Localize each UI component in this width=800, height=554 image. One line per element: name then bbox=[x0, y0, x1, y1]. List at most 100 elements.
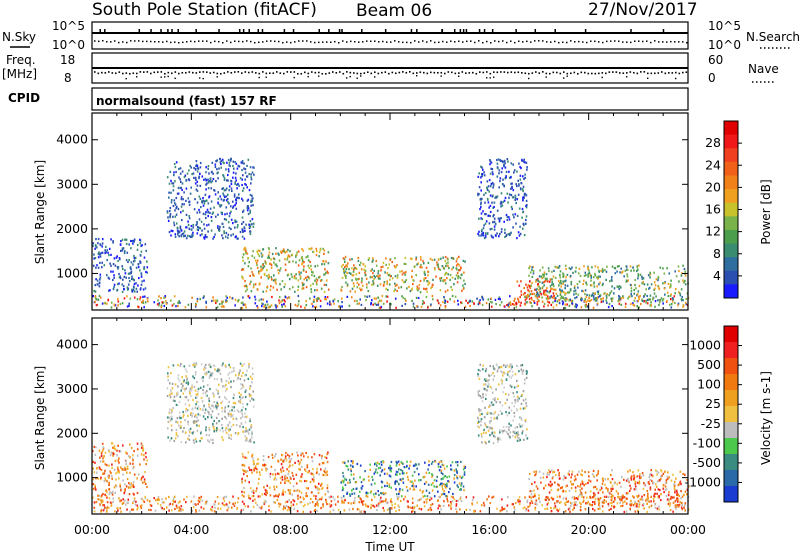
velocity-cell bbox=[506, 510, 508, 513]
velocity-cell bbox=[457, 499, 459, 502]
power-cell bbox=[480, 234, 482, 237]
power-cell bbox=[179, 178, 181, 181]
power-cell bbox=[284, 296, 287, 299]
power-cell bbox=[333, 302, 335, 305]
velocity-cell bbox=[450, 505, 452, 508]
power-cell bbox=[275, 263, 278, 266]
velocity-cell bbox=[106, 491, 108, 494]
velocity-cell bbox=[132, 459, 134, 462]
velocity-cell bbox=[111, 442, 114, 445]
power-cell bbox=[473, 302, 475, 305]
power-cell bbox=[146, 266, 149, 269]
power-cell bbox=[320, 279, 323, 282]
velocity-cell bbox=[94, 484, 96, 487]
power-cell bbox=[197, 167, 200, 170]
power-cell bbox=[184, 234, 186, 237]
power-cell bbox=[646, 294, 648, 298]
power-cell bbox=[590, 284, 593, 287]
power-cell bbox=[139, 242, 142, 245]
power-cell bbox=[502, 161, 504, 164]
power-cell bbox=[491, 227, 493, 230]
power-cell bbox=[209, 207, 212, 210]
velocity-cell bbox=[669, 497, 672, 501]
velocity-cell bbox=[324, 474, 326, 477]
nave-dot-low bbox=[346, 77, 348, 79]
power-cell bbox=[95, 297, 97, 301]
power-cell bbox=[198, 211, 201, 214]
velocity-cell bbox=[480, 504, 483, 507]
power-cell bbox=[99, 278, 101, 281]
velocity-cell bbox=[286, 468, 288, 471]
velocity-cell bbox=[541, 504, 543, 507]
power-cell bbox=[243, 227, 246, 230]
power-cell bbox=[608, 294, 610, 297]
velocity-cell bbox=[310, 497, 312, 501]
velocity-cell bbox=[648, 506, 651, 509]
power-cell bbox=[273, 274, 275, 277]
nsearch-dot bbox=[242, 40, 244, 43]
velocity-cell bbox=[262, 455, 265, 458]
velocity-cell bbox=[460, 476, 463, 480]
nsearch-dot bbox=[554, 40, 556, 43]
power-cell bbox=[140, 287, 142, 290]
power-cell bbox=[270, 276, 273, 279]
power-cell bbox=[192, 231, 194, 234]
nsearch-dot bbox=[382, 40, 384, 43]
power-cell bbox=[630, 287, 633, 290]
power-cell bbox=[281, 250, 284, 253]
velocity-cell bbox=[112, 452, 115, 455]
velocity-cell bbox=[202, 408, 204, 411]
power-cell bbox=[308, 247, 310, 250]
power-cell bbox=[220, 204, 223, 207]
velocity-cell bbox=[302, 505, 305, 508]
velocity-cell bbox=[240, 387, 242, 390]
power-cell bbox=[546, 277, 548, 280]
velocity-cell bbox=[360, 481, 363, 484]
power-cell bbox=[284, 251, 286, 254]
velocity-cell bbox=[424, 461, 426, 464]
nave-dot bbox=[685, 71, 688, 74]
power-cell bbox=[573, 290, 575, 293]
velocity-cell bbox=[98, 466, 101, 469]
power-cell bbox=[236, 226, 239, 229]
nave-dot bbox=[230, 71, 233, 74]
velocity-cell bbox=[107, 475, 109, 478]
power-cell bbox=[200, 220, 203, 223]
velocity-cell bbox=[242, 406, 244, 409]
velocity-cell bbox=[109, 470, 111, 473]
power-cell bbox=[675, 275, 678, 278]
power-cell bbox=[413, 265, 416, 268]
velocity-cell bbox=[185, 381, 188, 384]
velocity-cell bbox=[431, 489, 434, 492]
velocity-cell bbox=[170, 372, 172, 375]
power-cell bbox=[444, 255, 447, 259]
power-cell bbox=[492, 173, 494, 176]
velocity-cell bbox=[176, 404, 179, 407]
power-cell bbox=[94, 295, 97, 298]
power-cell bbox=[536, 295, 538, 298]
power-cell bbox=[305, 299, 307, 303]
power-cell bbox=[596, 276, 598, 279]
power-cell bbox=[538, 294, 540, 297]
velocity-cell bbox=[309, 501, 311, 504]
velocity-cell bbox=[342, 501, 344, 504]
power-cell bbox=[552, 306, 555, 309]
velocity-cell bbox=[229, 410, 231, 413]
power-cell bbox=[490, 167, 492, 170]
power-cell bbox=[686, 292, 689, 295]
velocity-cell bbox=[401, 469, 404, 473]
nsky-spike bbox=[160, 29, 162, 33]
power-cell bbox=[535, 288, 537, 291]
power-cell bbox=[136, 298, 139, 301]
velocity-cell bbox=[442, 504, 445, 507]
power-cell bbox=[659, 266, 662, 269]
velocity-cell bbox=[225, 503, 228, 506]
power-cell bbox=[196, 180, 199, 183]
velocity-cell bbox=[346, 491, 349, 494]
power-cell bbox=[546, 295, 549, 298]
velocity-cell bbox=[332, 496, 334, 499]
power-cell bbox=[546, 286, 548, 290]
power-cell bbox=[244, 171, 247, 174]
power-cell bbox=[172, 215, 174, 218]
power-cell bbox=[314, 265, 316, 268]
